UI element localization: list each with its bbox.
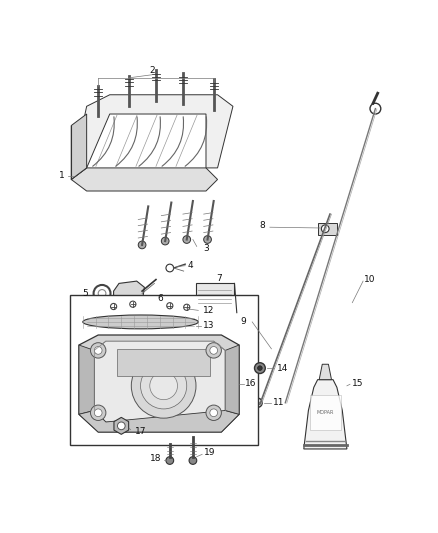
Circle shape [210,409,218,417]
Circle shape [258,366,262,370]
Text: 16: 16 [245,379,256,388]
Bar [196,284,234,313]
Polygon shape [71,168,218,191]
Polygon shape [71,95,233,180]
Circle shape [204,236,212,244]
Circle shape [370,103,381,114]
Circle shape [141,363,187,409]
Circle shape [189,457,197,464]
Polygon shape [94,341,225,422]
Circle shape [94,285,110,302]
Polygon shape [318,223,337,235]
Circle shape [94,346,102,354]
Circle shape [117,422,125,430]
Circle shape [206,405,221,421]
Circle shape [150,372,177,400]
Circle shape [183,236,191,244]
Circle shape [166,457,173,464]
Bar [310,395,341,430]
Text: 15: 15 [352,379,364,388]
Circle shape [206,343,221,358]
Text: 18: 18 [150,454,162,463]
Circle shape [166,264,173,272]
Circle shape [138,241,146,249]
Text: 11: 11 [273,398,285,407]
Polygon shape [79,335,239,432]
Circle shape [210,346,218,354]
Circle shape [253,398,262,407]
Circle shape [184,304,190,310]
Text: MOPAR: MOPAR [317,410,334,415]
Circle shape [94,409,102,417]
Text: 1: 1 [59,171,65,180]
Text: 4: 4 [188,261,194,270]
Polygon shape [225,345,239,414]
Polygon shape [113,281,145,312]
Polygon shape [79,345,94,414]
Ellipse shape [83,315,198,329]
Polygon shape [304,379,347,449]
Text: 8: 8 [259,221,265,230]
Polygon shape [114,417,129,434]
Text: 10: 10 [364,275,376,284]
Polygon shape [319,364,332,379]
Text: 19: 19 [204,448,215,457]
Circle shape [161,237,169,245]
Text: 14: 14 [277,364,289,373]
Text: 6: 6 [157,294,162,303]
Circle shape [98,289,106,297]
Text: 7: 7 [216,273,222,282]
Text: 5: 5 [82,289,88,298]
Circle shape [91,343,106,358]
Text: 2: 2 [149,66,155,75]
Text: 3: 3 [203,244,209,253]
Circle shape [167,303,173,309]
Bar [70,295,258,445]
Circle shape [256,401,259,405]
Text: 13: 13 [202,321,214,330]
Bar [117,349,210,376]
Text: 17: 17 [135,427,146,436]
Circle shape [321,225,329,232]
Circle shape [91,405,106,421]
Circle shape [110,303,117,310]
Polygon shape [79,410,239,432]
Text: 12: 12 [203,306,214,315]
Circle shape [254,363,265,374]
Polygon shape [71,114,87,180]
Circle shape [131,353,196,418]
Text: 9: 9 [240,318,246,326]
Circle shape [130,301,136,308]
